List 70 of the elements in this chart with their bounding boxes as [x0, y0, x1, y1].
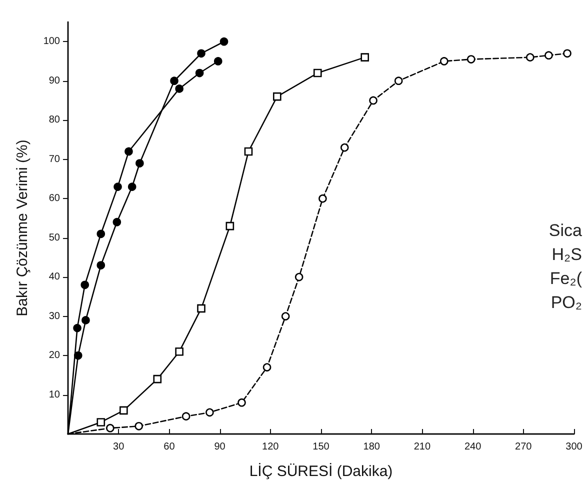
point	[369, 96, 378, 105]
point	[360, 53, 370, 62]
point	[74, 351, 82, 360]
x-tick-label: 90	[214, 442, 226, 452]
point	[281, 312, 290, 320]
point	[244, 147, 253, 156]
point	[134, 422, 143, 430]
y-tick-label: 70	[48, 154, 60, 165]
point	[96, 261, 106, 270]
point	[272, 92, 282, 101]
y-tick-label: 80	[48, 114, 60, 126]
annotation: H₂S	[552, 245, 582, 264]
annotation: Sica	[548, 221, 583, 240]
point	[340, 143, 349, 152]
y-tick-label: 60	[48, 193, 60, 204]
x-tick-label: 270	[515, 442, 532, 452]
annotation: PO₂	[550, 293, 582, 312]
y-tick-label: 100	[43, 36, 60, 48]
point	[182, 412, 190, 420]
point	[394, 76, 403, 86]
point	[294, 272, 304, 282]
point	[206, 408, 214, 417]
point	[96, 418, 106, 426]
point	[120, 406, 128, 415]
point	[73, 324, 82, 332]
point	[124, 147, 133, 156]
point	[96, 230, 106, 238]
annotation: Fe₂(	[550, 269, 582, 288]
point	[175, 347, 184, 356]
y-tick-label: 20	[48, 350, 60, 362]
point	[114, 182, 122, 191]
point	[195, 68, 204, 78]
point	[318, 194, 327, 203]
x-axis-title: LİÇ SÜRESİ (Dakika)	[249, 462, 393, 480]
point	[128, 182, 136, 191]
point	[226, 222, 234, 230]
y-tick-label: 50	[48, 232, 60, 244]
point	[175, 84, 184, 93]
point	[262, 363, 272, 372]
point	[112, 218, 122, 226]
y-tick-label: 40	[48, 272, 60, 283]
point	[440, 57, 448, 66]
x-tick-label: 120	[262, 442, 280, 452]
point	[214, 57, 222, 66]
point	[313, 68, 322, 78]
x-tick-label: 150	[312, 442, 330, 452]
point	[466, 55, 476, 64]
point	[80, 280, 90, 290]
x-tick-label: 30	[113, 442, 125, 452]
y-tick-label: 30	[48, 310, 60, 322]
y-tick-label: 10	[48, 389, 60, 400]
point	[106, 424, 114, 432]
point	[197, 304, 206, 313]
point	[238, 398, 246, 407]
x-tick-label: 60	[164, 442, 176, 452]
x-tick-label: 180	[363, 442, 380, 452]
point	[526, 53, 534, 62]
point	[153, 374, 162, 384]
point	[197, 49, 206, 58]
x-tick-label: 300	[566, 442, 583, 452]
y-tick-label: 90	[48, 75, 60, 86]
point	[563, 49, 572, 58]
point	[170, 76, 178, 86]
y-axis-title: Bakır Çözünme Verimi (%)	[14, 140, 31, 316]
point	[82, 316, 90, 324]
x-tick-label: 240	[464, 442, 482, 452]
point	[136, 159, 144, 168]
point	[544, 51, 553, 60]
point	[220, 37, 228, 46]
x-tick-label: 210	[414, 442, 431, 452]
